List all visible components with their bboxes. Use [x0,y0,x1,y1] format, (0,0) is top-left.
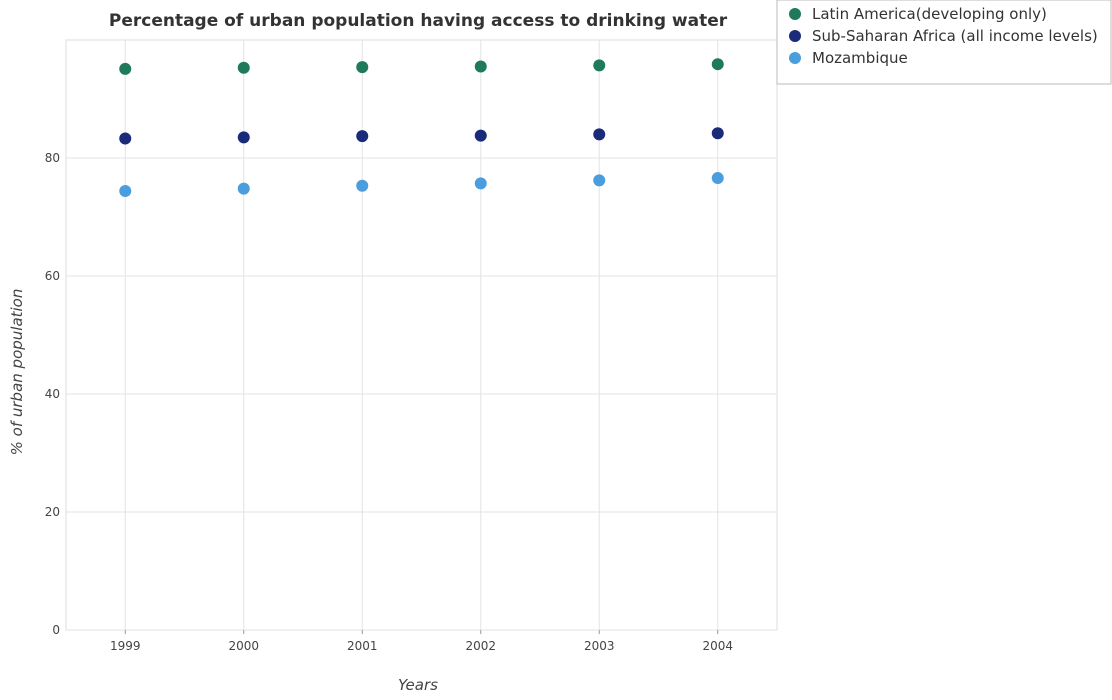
data-point [474,60,487,73]
data-point [356,179,369,192]
data-point [711,127,724,140]
data-point [593,174,606,187]
x-tick-label: 2003 [584,639,615,653]
x-tick-label: 2002 [465,639,496,653]
data-point [593,128,606,141]
data-point [711,58,724,71]
data-point [119,132,132,145]
plot-frame [65,39,778,631]
x-tick-label: 2001 [347,639,378,653]
legend: Latin America(developing only) Sub-Sahara… [776,0,1112,85]
data-point [237,61,250,74]
legend-marker [789,52,801,64]
legend-box [776,0,1112,85]
y-tick-label: 20 [45,505,60,519]
x-tick-label: 2000 [228,639,259,653]
y-tick-label: 40 [45,387,60,401]
y-tick-label: 0 [52,623,60,637]
legend-label: Sub-Saharan Africa (all income levels) [812,27,1098,45]
y-axis: 0 20 40 60 80 [45,151,60,637]
data-point [474,129,487,142]
data-points [119,58,724,198]
x-tick-label: 1999 [110,639,141,653]
data-point [119,185,132,198]
data-point [356,61,369,74]
data-point [593,59,606,72]
legend-label: Latin America(developing only) [812,5,1047,23]
data-point [237,131,250,144]
data-point [474,177,487,190]
y-tick-label: 60 [45,269,60,283]
data-point [119,62,132,75]
legend-label: Mozambique [812,49,908,67]
x-axis-title: Years [398,676,438,694]
data-point [711,172,724,185]
x-axis: 1999 2000 2001 2002 2003 2004 [110,630,733,653]
data-point [237,182,250,195]
legend-marker [789,8,801,20]
y-axis-title: % of urban population [8,289,26,456]
y-tick-label: 80 [45,151,60,165]
legend-marker [789,30,801,42]
x-tick-label: 2004 [702,639,733,653]
data-point [356,130,369,143]
grid [65,39,778,631]
chart-title: Percentage of urban population having ac… [109,11,728,31]
